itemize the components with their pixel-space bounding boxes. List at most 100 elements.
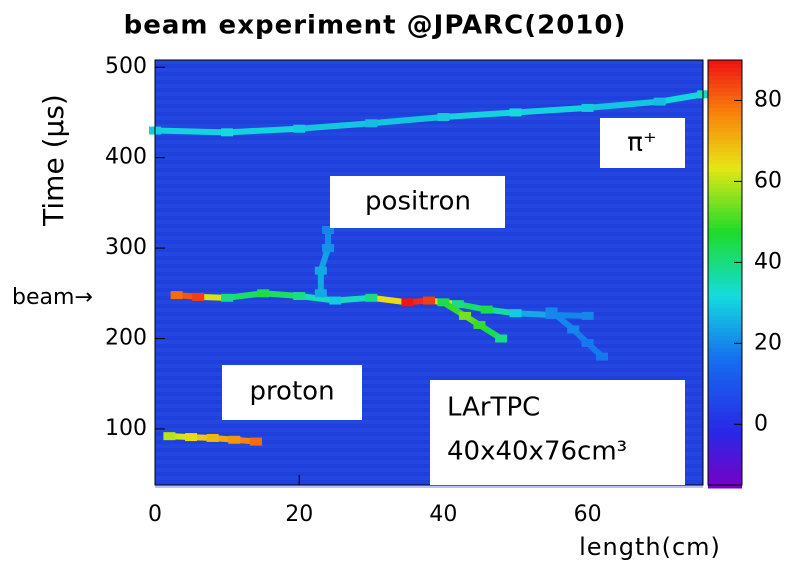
heat-cell (293, 292, 306, 301)
texture (155, 380, 703, 384)
track-segment (296, 293, 339, 304)
heat-cell (170, 291, 183, 300)
texture (155, 252, 703, 256)
colorbar-cell (708, 448, 742, 453)
colorbar-cell (708, 284, 742, 289)
colorbar-tick-label: 0 (754, 411, 768, 436)
texture (155, 356, 703, 360)
texture (155, 324, 703, 328)
texture (155, 172, 703, 176)
colorbar-cell (708, 236, 742, 241)
texture (155, 244, 703, 248)
colorbar-cell (708, 196, 742, 201)
colorbar-cell (708, 132, 742, 137)
heat-cell (322, 226, 335, 234)
colorbar-cell (708, 328, 742, 333)
colorbar-cell (708, 388, 742, 393)
y-tick-label: 200 (105, 326, 147, 351)
colorbar-cell (708, 408, 742, 413)
heat-cell (567, 325, 580, 334)
colorbar-cell (708, 84, 742, 89)
heat-cell (206, 433, 219, 442)
colorbar-cell (708, 60, 742, 65)
heat-cell (473, 320, 486, 329)
colorbar-cell (708, 204, 742, 209)
colorbar-cell (708, 164, 742, 169)
colorbar-cell (708, 372, 742, 377)
colorbar-cell (708, 404, 742, 409)
texture (155, 148, 703, 152)
colorbar-cell (708, 468, 742, 473)
colorbar-cell (708, 444, 742, 449)
x-tick-label: 60 (574, 502, 602, 527)
colorbar-cell (708, 116, 742, 121)
track-segment (260, 290, 303, 300)
heat-cell (249, 437, 262, 446)
y-tick-label: 400 (105, 145, 147, 170)
x-axis-label: length(cm) (579, 533, 721, 561)
annotation: positron (365, 187, 471, 217)
texture (155, 76, 703, 80)
track-segment (512, 104, 591, 116)
colorbar-cell (708, 136, 742, 141)
colorbar-cell (708, 272, 742, 277)
colorbar-cell (708, 128, 742, 133)
heat-cell (653, 97, 666, 106)
colorbar-cell (708, 292, 742, 297)
annotation: proton (249, 377, 334, 407)
track-segment (224, 290, 267, 301)
colorbar-cell (708, 112, 742, 117)
colorbar-cell (708, 148, 742, 153)
texture (155, 388, 703, 392)
colorbar-cell (708, 440, 742, 445)
heat-cell (329, 296, 342, 305)
texture (155, 460, 703, 464)
texture (155, 292, 703, 296)
track-segment (440, 109, 519, 120)
colorbar-cell (708, 152, 742, 157)
texture (155, 444, 703, 448)
track-segment (152, 127, 231, 136)
colorbar-cell (708, 380, 742, 385)
colorbar-cell (708, 348, 742, 353)
texture (155, 412, 703, 416)
plot-frame (154, 59, 704, 486)
colorbar-cell (708, 172, 742, 177)
colorbar-cell (708, 160, 742, 165)
y-axis-label: Time (μs) (37, 94, 70, 227)
texture (155, 284, 703, 288)
colorbar-cell (708, 68, 742, 73)
texture (155, 404, 703, 408)
colorbar-cell (708, 92, 742, 97)
heat-cell (437, 112, 450, 121)
colorbar-cell (708, 336, 742, 341)
texture (155, 476, 703, 480)
colorbar-cell (708, 228, 742, 233)
texture (155, 484, 703, 488)
colorbar-cell (708, 176, 742, 181)
annotation: LArTPC (447, 393, 540, 423)
colorbar-cell (708, 216, 742, 221)
colorbar-cell (708, 168, 742, 173)
heat-cell (581, 103, 594, 112)
annotation-box (430, 380, 685, 485)
colorbar-tick-label: 60 (754, 168, 782, 193)
heat-cell (228, 435, 241, 444)
texture (155, 260, 703, 264)
heat-cell (596, 352, 609, 361)
y-tick-label: 300 (105, 235, 147, 260)
track-segment (296, 120, 375, 132)
texture (155, 316, 703, 320)
colorbar-cell (708, 252, 742, 257)
colorbar-cell (708, 124, 742, 129)
heat-cell (581, 311, 594, 320)
texture (155, 468, 703, 472)
annotation: beam→ (12, 285, 93, 310)
colorbar-cell (708, 464, 742, 469)
colorbar-cell (708, 100, 742, 105)
colorbar-cell (708, 360, 742, 365)
track-segment (656, 91, 706, 105)
x-tick-label: 20 (285, 502, 313, 527)
colorbar-cell (708, 420, 742, 425)
